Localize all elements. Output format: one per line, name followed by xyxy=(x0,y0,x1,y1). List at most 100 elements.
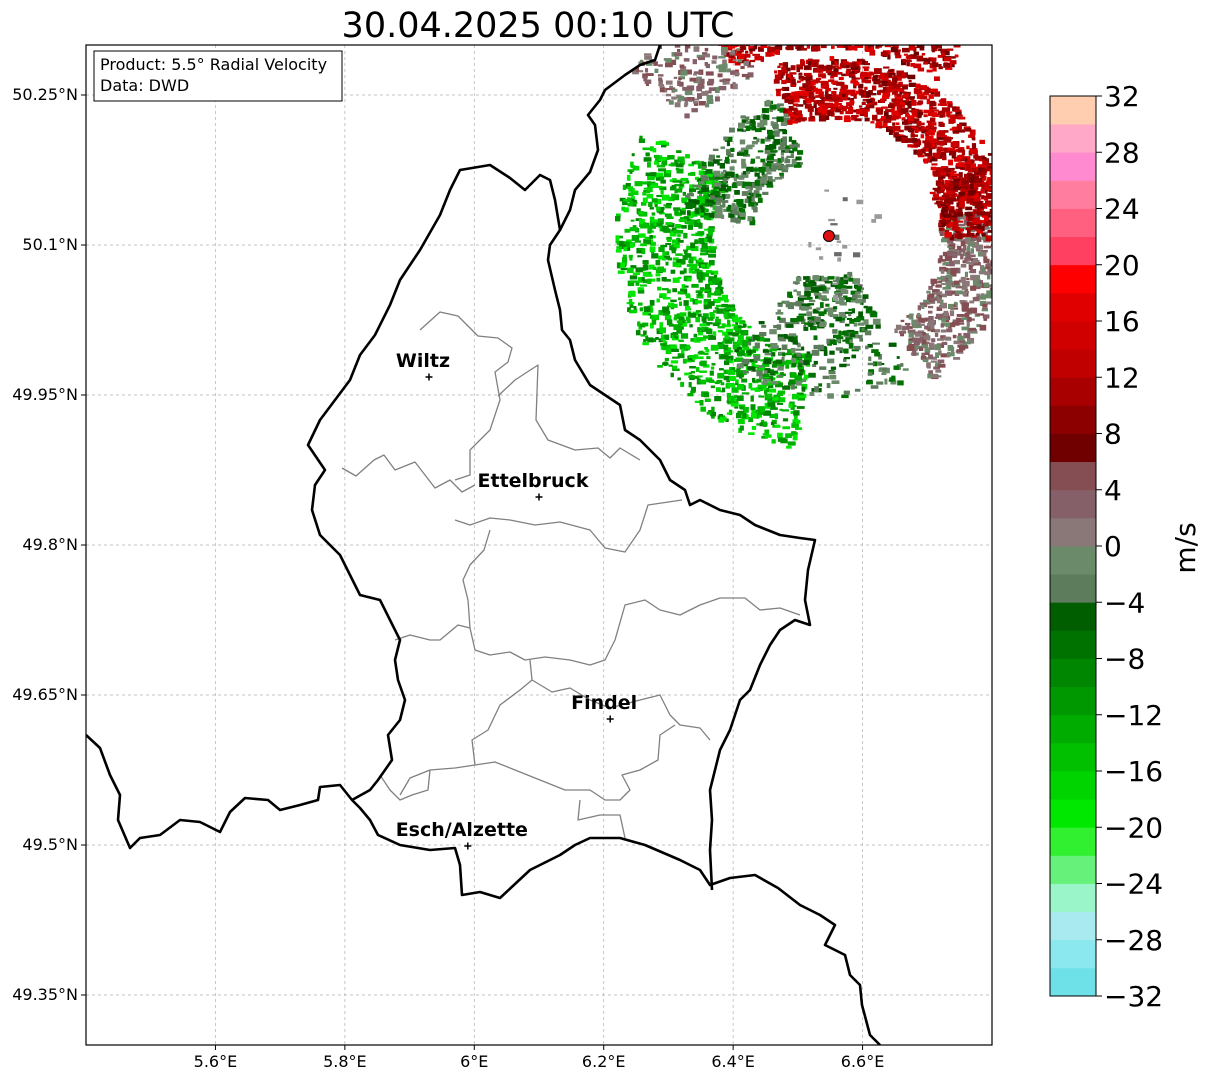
radar-echo-pixel xyxy=(908,338,912,345)
radar-echo-pixel xyxy=(701,165,707,169)
radar-echo-pixel xyxy=(976,207,980,213)
radar-echo-pixel xyxy=(932,66,937,72)
radar-echo-pixel xyxy=(929,37,936,39)
radar-echo-pixel xyxy=(917,2,925,7)
radar-echo-pixel xyxy=(895,122,900,125)
radar-echo-pixel xyxy=(808,281,817,287)
radar-echo-pixel xyxy=(736,368,741,374)
radar-echo-pixel xyxy=(707,292,712,298)
radar-echo-pixel xyxy=(891,98,896,102)
radar-echo-pixel xyxy=(996,266,1001,269)
radar-echo-pixel xyxy=(958,172,963,178)
radar-echo-pixel xyxy=(673,324,682,331)
radar-echo-pixel xyxy=(954,233,958,239)
radar-echo-pixel xyxy=(916,45,925,49)
radar-echo-pixel xyxy=(712,148,719,151)
radar-echo-pixel xyxy=(769,108,773,112)
radar-echo-pixel xyxy=(910,133,916,138)
radar-echo-pixel xyxy=(737,128,744,132)
radar-echo-pixel xyxy=(754,180,760,186)
radar-echo-pixel xyxy=(693,199,700,205)
radar-echo-pixel xyxy=(678,218,687,222)
radar-echo-pixel xyxy=(952,220,959,226)
radar-echo-pixel xyxy=(931,107,937,110)
radar-echo-pixel xyxy=(648,307,654,313)
radar-echo-pixel xyxy=(802,38,810,43)
radar-echo-pixel xyxy=(788,381,795,386)
radar-echo-pixel xyxy=(918,140,922,146)
radar-echo-pixel xyxy=(652,235,656,239)
radar-echo-pixel xyxy=(921,339,927,345)
radar-echo-pixel xyxy=(843,274,848,278)
radar-echo-pixel xyxy=(736,211,740,216)
radar-echo-pixel xyxy=(785,145,794,149)
radar-echo-pixel xyxy=(803,360,810,365)
radar-echo-pixel xyxy=(784,93,790,98)
radar-echo-pixel xyxy=(907,28,914,34)
radar-echo-pixel xyxy=(915,28,922,31)
radar-echo-pixel xyxy=(759,119,768,126)
radar-echo-pixel xyxy=(737,19,743,25)
radar-echo-pixel xyxy=(962,195,967,202)
radar-echo-pixel xyxy=(908,54,917,58)
radar-echo-pixel xyxy=(835,300,840,304)
radar-echo-pixel xyxy=(679,64,685,69)
radar-echo-pixel xyxy=(956,234,963,240)
radar-echo-pixel xyxy=(707,161,714,167)
radar-echo-pixel xyxy=(795,10,801,13)
radar-echo-pixel xyxy=(647,313,652,316)
radar-echo-pixel xyxy=(960,188,966,195)
radar-echo-pixel xyxy=(643,157,652,162)
radar-echo-pixel xyxy=(944,147,949,153)
radar-echo-pixel xyxy=(705,71,714,76)
radar-echo-pixel xyxy=(751,425,757,430)
radar-echo-pixel xyxy=(984,271,990,276)
radar-echo-pixel xyxy=(722,78,731,81)
radar-echo-pixel xyxy=(922,358,926,362)
radar-echo-pixel xyxy=(665,261,669,266)
radar-echo-pixel xyxy=(850,91,855,97)
radar-echo-pixel xyxy=(778,71,782,77)
radar-echo-pixel xyxy=(979,295,986,300)
radar-echo-pixel xyxy=(698,101,706,106)
radar-echo-pixel xyxy=(852,65,861,68)
radar-echo-pixel xyxy=(790,432,798,435)
radar-echo-pixel xyxy=(951,154,956,159)
radar-echo-pixel xyxy=(921,20,925,25)
radar-echo-pixel xyxy=(914,6,922,10)
radar-echo-pixel xyxy=(981,293,985,297)
radar-echo-pixel xyxy=(621,206,626,211)
radar-echo-pixel xyxy=(907,104,912,109)
radar-echo-pixel xyxy=(949,150,957,156)
radar-echo-pixel xyxy=(995,171,1000,175)
radar-echo-pixel xyxy=(872,38,879,43)
radar-echo-pixel xyxy=(716,308,724,314)
radar-echo-pixel xyxy=(939,123,945,127)
radar-echo-pixel xyxy=(904,59,912,63)
radar-echo-pixel xyxy=(795,380,802,386)
radar-echo-pixel xyxy=(979,300,986,307)
radar-echo-pixel xyxy=(846,285,853,289)
radar-echo-pixel xyxy=(866,25,871,28)
radar-echo-pixel xyxy=(810,326,817,331)
radar-echo-pixel xyxy=(705,190,713,194)
radar-echo-pixel xyxy=(703,214,710,220)
radar-echo-pixel xyxy=(754,172,760,177)
radar-echo-pixel xyxy=(843,295,848,300)
radar-echo-pixel xyxy=(708,87,716,91)
radar-echo-pixel xyxy=(697,259,703,262)
radar-echo-pixel xyxy=(762,349,770,353)
radar-echo-pixel xyxy=(911,100,917,106)
radar-echo-pixel xyxy=(653,61,658,66)
radar-echo-pixel xyxy=(773,9,778,12)
radar-echo-pixel xyxy=(689,298,694,302)
radar-echo-pixel xyxy=(639,307,644,312)
radar-echo-pixel xyxy=(772,159,778,162)
radar-echo-pixel xyxy=(998,253,1004,258)
info-source: Data: DWD xyxy=(100,76,189,95)
city-eschalzette: Esch/Alzette xyxy=(396,819,528,850)
radar-echo-pixel xyxy=(779,408,783,411)
radar-echo-pixel xyxy=(675,188,683,193)
radar-echo-pixel xyxy=(947,169,951,173)
